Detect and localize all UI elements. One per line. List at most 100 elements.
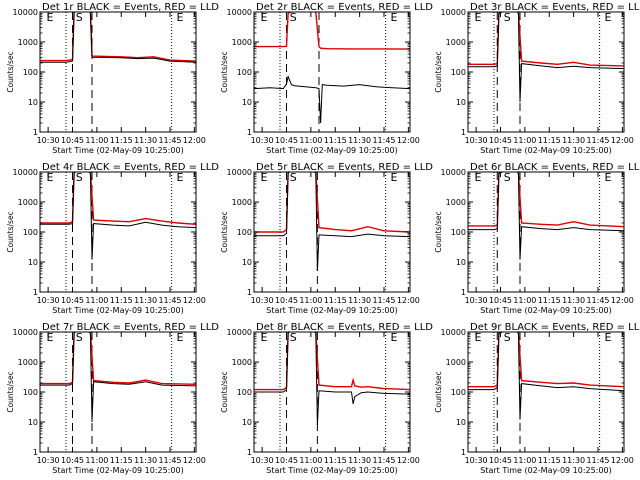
x-tick-label: 10:30 — [37, 456, 60, 465]
region-marker: S — [76, 331, 83, 344]
x-tick-label: 10:45 — [275, 296, 298, 305]
region-marker: E — [475, 11, 482, 24]
region-marker: S — [504, 11, 511, 24]
x-tick-label: 11:15 — [324, 456, 347, 465]
x-tick-label: 10:45 — [489, 296, 512, 305]
x-tick-label: 11:45 — [372, 136, 395, 145]
y-tick-label: 100 — [237, 68, 252, 77]
x-tick-label: 11:00 — [513, 296, 536, 305]
y-tick-label: 10 — [242, 258, 252, 267]
series-red-line — [468, 12, 624, 67]
series-red-line — [254, 172, 410, 233]
series-black-line — [254, 172, 410, 272]
y-tick-label: 10 — [242, 98, 252, 107]
x-tick-label: 11:30 — [562, 456, 585, 465]
panel-title: Det 3r BLACK = Events, RED = LLD — [470, 2, 640, 13]
x-tick-label: 10:30 — [37, 296, 60, 305]
y-tick-label: 10000 — [441, 328, 466, 337]
x-tick-label: 12:00 — [611, 456, 634, 465]
y-axis-label: Counts/sec — [6, 51, 15, 92]
y-tick-label: 10000 — [441, 8, 466, 17]
panel-title: Det 2r BLACK = Events, RED = LLD — [256, 2, 433, 13]
region-marker: E — [605, 331, 612, 344]
region-marker: S — [76, 11, 83, 24]
region-marker: E — [475, 171, 482, 184]
region-marker: E — [605, 171, 612, 184]
x-tick-label: 11:30 — [562, 136, 585, 145]
x-tick-label: 11:30 — [562, 296, 585, 305]
x-axis-label: Start Time (02-May-09 10:25:00) — [52, 146, 183, 155]
y-tick-label: 1000 — [446, 198, 466, 207]
y-axis-label: Counts/sec — [6, 371, 15, 412]
region-marker: E — [261, 11, 268, 24]
y-axis-label: Counts/sec — [434, 51, 443, 92]
x-tick-label: 11:15 — [110, 136, 133, 145]
region-marker: E — [177, 171, 184, 184]
region-marker: E — [47, 171, 54, 184]
x-axis-label: Start Time (02-May-09 10:25:00) — [266, 466, 397, 475]
plot-frame — [39, 11, 197, 133]
series-black-line — [40, 332, 196, 423]
x-tick-label: 11:15 — [538, 456, 561, 465]
x-tick-label: 10:30 — [465, 296, 488, 305]
x-axis-label: Start Time (02-May-09 10:25:00) — [480, 306, 611, 315]
region-marker: E — [177, 331, 184, 344]
y-tick-label: 100 — [237, 388, 252, 397]
x-tick-label: 11:15 — [110, 456, 133, 465]
x-tick-label: 10:45 — [489, 456, 512, 465]
x-tick-label: 11:45 — [586, 136, 609, 145]
x-tick-label: 12:00 — [183, 456, 206, 465]
series-black-line — [468, 172, 624, 260]
y-tick-label: 1000 — [18, 198, 38, 207]
x-tick-label: 11:00 — [85, 296, 108, 305]
x-tick-label: 11:30 — [134, 296, 157, 305]
series-black-line — [40, 172, 196, 260]
y-tick-label: 1000 — [232, 198, 252, 207]
series-red-line — [40, 172, 196, 225]
x-tick-label: 11:00 — [85, 456, 108, 465]
series-red-line — [468, 172, 624, 228]
plot-frame — [467, 11, 625, 133]
y-tick-label: 10 — [456, 98, 466, 107]
series-red-line — [254, 12, 410, 50]
y-tick-label: 1000 — [18, 358, 38, 367]
y-tick-label: 10 — [242, 418, 252, 427]
y-tick-label: 1 — [33, 128, 38, 137]
x-tick-label: 10:30 — [465, 136, 488, 145]
x-tick-label: 11:45 — [372, 456, 395, 465]
panel-title: Det 8r BLACK = Events, RED = LLD — [256, 322, 433, 333]
region-marker: S — [504, 331, 511, 344]
y-tick-label: 10 — [456, 418, 466, 427]
y-tick-label: 1 — [33, 288, 38, 297]
x-tick-label: 11:30 — [348, 456, 371, 465]
y-axis-label: Counts/sec — [434, 371, 443, 412]
x-tick-label: 12:00 — [611, 136, 634, 145]
x-axis-label: Start Time (02-May-09 10:25:00) — [480, 466, 611, 475]
series-red-line — [40, 12, 196, 62]
region-marker: E — [605, 11, 612, 24]
x-tick-label: 10:45 — [61, 136, 84, 145]
region-marker: E — [391, 171, 398, 184]
y-tick-label: 10 — [28, 418, 38, 427]
x-tick-label: 11:15 — [538, 296, 561, 305]
region-marker: S — [76, 171, 83, 184]
x-tick-label: 12:00 — [183, 296, 206, 305]
series-red-line — [254, 332, 410, 391]
x-tick-label: 10:45 — [275, 456, 298, 465]
panel-title: Det 5r BLACK = Events, RED = LLD — [256, 162, 433, 173]
plot-frame — [253, 11, 411, 133]
x-tick-label: 12:00 — [183, 136, 206, 145]
x-tick-label: 11:00 — [299, 136, 322, 145]
x-tick-label: 12:00 — [397, 456, 420, 465]
plot-frame — [467, 171, 625, 293]
x-tick-label: 11:00 — [513, 456, 536, 465]
panel-title: Det 9r BLACK = Events, RED = LLD — [470, 322, 640, 333]
x-tick-label: 11:45 — [158, 136, 181, 145]
y-tick-label: 100 — [451, 388, 466, 397]
series-red-line — [40, 332, 196, 385]
x-tick-label: 12:00 — [397, 296, 420, 305]
y-tick-label: 10000 — [13, 328, 38, 337]
